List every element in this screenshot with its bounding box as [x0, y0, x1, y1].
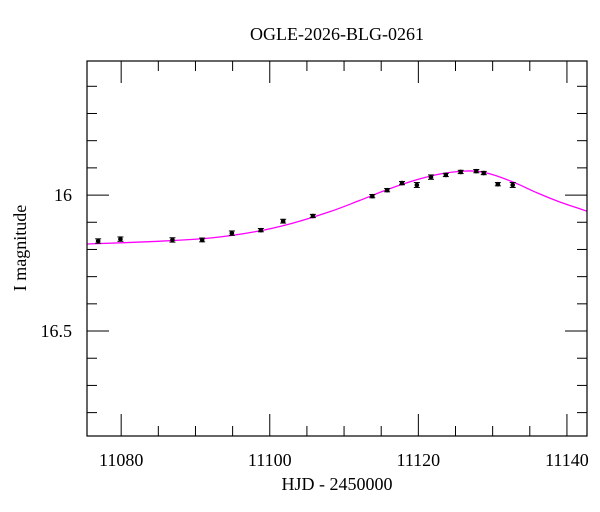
- plot-frame: [86, 60, 588, 437]
- data-point: [509, 182, 516, 188]
- data-point: [457, 169, 464, 175]
- x-tick-label: 11120: [397, 450, 441, 470]
- data-point: [399, 180, 406, 186]
- model-curve: [87, 170, 587, 245]
- data-point: [117, 236, 124, 242]
- data-point: [199, 237, 206, 243]
- y-tick-label: 16.5: [41, 321, 73, 341]
- data-point: [369, 193, 376, 199]
- x-tick-label: 11080: [99, 450, 143, 470]
- x-tick-labels: 11080 11100 11120 11140: [99, 450, 589, 470]
- plot-area: [87, 168, 587, 245]
- data-point: [413, 182, 420, 188]
- data-point: [169, 237, 176, 243]
- data-point: [228, 230, 235, 236]
- x-axis-label: HJD - 2450000: [282, 474, 393, 494]
- data-point: [480, 170, 487, 176]
- chart-title: OGLE-2026-BLG-0261: [250, 24, 424, 44]
- x-tick-label: 11140: [545, 450, 589, 470]
- y-axis-label: I magnitude: [10, 205, 30, 291]
- data-point: [442, 172, 449, 178]
- data-point: [257, 227, 264, 233]
- axis-ticks: [87, 61, 587, 436]
- data-point: [473, 168, 480, 174]
- y-tick-labels: 16 16.5: [41, 185, 73, 341]
- data-point: [384, 187, 391, 193]
- data-point: [494, 181, 501, 187]
- x-tick-label: 11100: [248, 450, 292, 470]
- data-point: [280, 218, 287, 224]
- data-point: [95, 238, 102, 244]
- y-tick-label: 16: [54, 185, 72, 205]
- data-point: [309, 213, 316, 219]
- data-point: [427, 174, 434, 180]
